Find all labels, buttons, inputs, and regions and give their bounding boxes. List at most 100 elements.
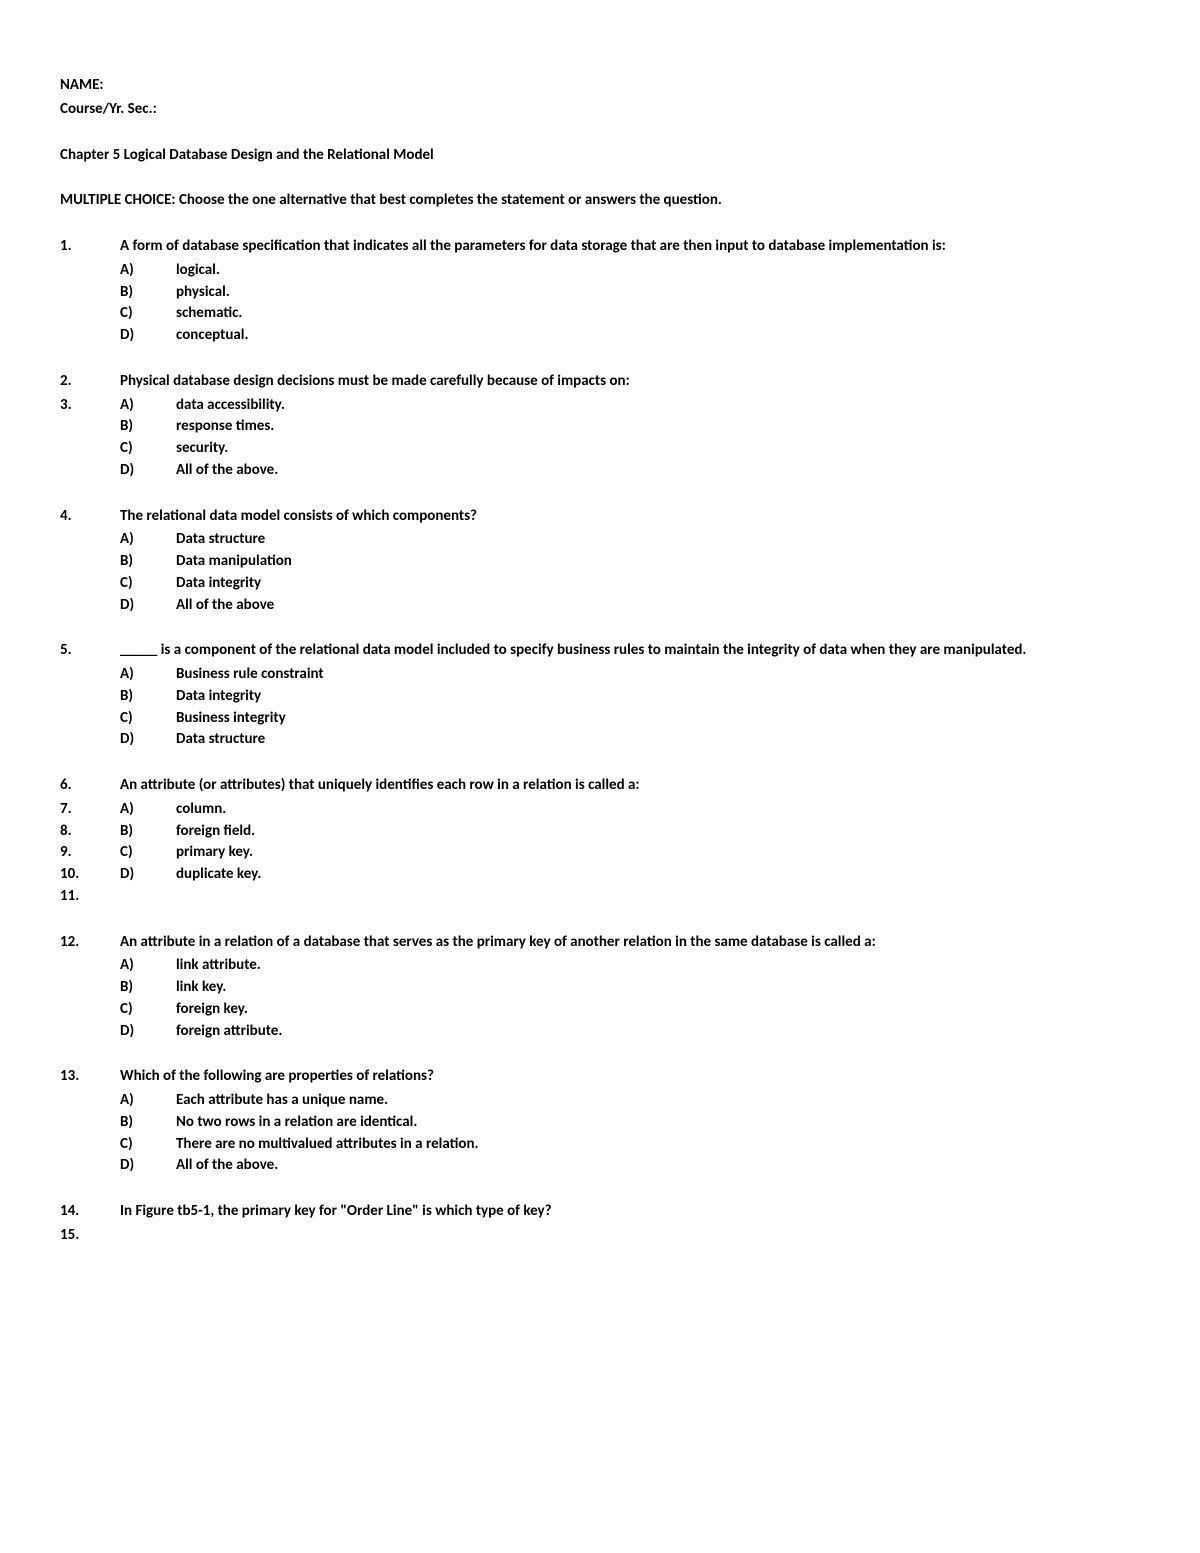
option-text: link key. [176, 977, 1140, 999]
option-text: All of the above. [176, 460, 1140, 482]
option-text: Business integrity [176, 708, 1140, 730]
option-row: C)Business integrity [120, 708, 1140, 730]
option-letter: D) [120, 595, 176, 617]
option-letter: D) [120, 729, 176, 751]
option-row: 7.A)column. [120, 799, 1140, 821]
option-letter: A) [120, 395, 176, 417]
option-row: 9.C)primary key. [120, 842, 1140, 864]
option-text: No two rows in a relation are identical. [176, 1112, 1140, 1134]
question-content: A form of database specification that in… [120, 236, 1140, 347]
option-side-number [60, 573, 120, 595]
question-text: An attribute (or attributes) that unique… [120, 775, 1140, 797]
option-row: 3.A)data accessibility. [120, 395, 1140, 417]
option-text: There are no multivalued attributes in a… [176, 1134, 1140, 1156]
option-text: duplicate key. [176, 864, 1140, 886]
option-row: C)There are no multivalued attributes in… [120, 1134, 1140, 1156]
option-row: C)security. [120, 438, 1140, 460]
option-text: column. [176, 799, 1140, 821]
option-row: B)No two rows in a relation are identica… [120, 1112, 1140, 1134]
question-content: _____ is a component of the relational d… [120, 640, 1140, 751]
option-row: C)Data integrity [120, 573, 1140, 595]
option-letter: D) [120, 1155, 176, 1177]
option-text: link attribute. [176, 955, 1140, 977]
option-letter: B) [120, 551, 176, 573]
question-content: Physical database design decisions must … [120, 371, 1140, 482]
option-side-number [60, 1090, 120, 1112]
option-text: Data manipulation [176, 551, 1140, 573]
option-text: schematic. [176, 303, 1140, 325]
course-label: Course/Yr. Sec.: [60, 99, 1140, 121]
option-letter: A) [120, 260, 176, 282]
option-row: B)link key. [120, 977, 1140, 999]
trailing-number-row: 15. [120, 1225, 1140, 1247]
question-block: 2.Physical database design decisions mus… [60, 371, 1140, 482]
option-letter: B) [120, 977, 176, 999]
option-text: physical. [176, 282, 1140, 304]
option-letter: B) [120, 282, 176, 304]
option-text: Business rule constraint [176, 664, 1140, 686]
option-side-number [60, 708, 120, 730]
option-text: Data integrity [176, 573, 1140, 595]
chapter-title: Chapter 5 Logical Database Design and th… [60, 145, 1140, 167]
question-block: 4.The relational data model consists of … [60, 506, 1140, 617]
option-side-number [60, 551, 120, 573]
question-content: An attribute (or attributes) that unique… [120, 775, 1140, 908]
option-text: foreign key. [176, 999, 1140, 1021]
option-side-number [60, 686, 120, 708]
option-letter: C) [120, 573, 176, 595]
option-letter: C) [120, 999, 176, 1021]
question-block: 13.Which of the following are properties… [60, 1066, 1140, 1177]
option-letter: D) [120, 1021, 176, 1043]
question-text: In Figure tb5-1, the primary key for "Or… [120, 1201, 1140, 1223]
option-row: D)conceptual. [120, 325, 1140, 347]
option-letter: D) [120, 325, 176, 347]
option-text: All of the above. [176, 1155, 1140, 1177]
question-content: Which of the following are properties of… [120, 1066, 1140, 1177]
question-text: The relational data model consists of wh… [120, 506, 1140, 528]
option-letter: A) [120, 664, 176, 686]
option-side-number [60, 729, 120, 751]
option-side-number [60, 1021, 120, 1043]
option-side-number: 8. [60, 821, 120, 843]
option-letter: A) [120, 799, 176, 821]
option-side-number [60, 999, 120, 1021]
question-content: The relational data model consists of wh… [120, 506, 1140, 617]
option-row: A)Business rule constraint [120, 664, 1140, 686]
option-text: Each attribute has a unique name. [176, 1090, 1140, 1112]
question-content: An attribute in a relation of a database… [120, 932, 1140, 1043]
option-row: D)foreign attribute. [120, 1021, 1140, 1043]
option-row: D)All of the above [120, 595, 1140, 617]
question-block: 1.A form of database specification that … [60, 236, 1140, 347]
option-row: B)Data integrity [120, 686, 1140, 708]
option-side-number [60, 438, 120, 460]
option-row: D)All of the above. [120, 460, 1140, 482]
question-text: An attribute in a relation of a database… [120, 932, 1140, 954]
question-text: A form of database specification that in… [120, 236, 1140, 258]
option-text: response times. [176, 416, 1140, 438]
option-row: B)physical. [120, 282, 1140, 304]
option-row: 10.D)duplicate key. [120, 864, 1140, 886]
option-row: D)Data structure [120, 729, 1140, 751]
option-side-number: 7. [60, 799, 120, 821]
option-row: B)Data manipulation [120, 551, 1140, 573]
option-row: C)schematic. [120, 303, 1140, 325]
option-text: conceptual. [176, 325, 1140, 347]
option-side-number [60, 460, 120, 482]
option-text: Data structure [176, 529, 1140, 551]
question-block: 5._____ is a component of the relational… [60, 640, 1140, 751]
option-letter: D) [120, 864, 176, 886]
option-side-number [60, 260, 120, 282]
option-letter: B) [120, 821, 176, 843]
option-text: security. [176, 438, 1140, 460]
option-side-number [60, 977, 120, 999]
option-letter: A) [120, 955, 176, 977]
questions-container: 1.A form of database specification that … [60, 236, 1140, 1247]
option-text: Data structure [176, 729, 1140, 751]
option-side-number [60, 1134, 120, 1156]
name-label: NAME: [60, 75, 1140, 97]
option-side-number [60, 664, 120, 686]
option-text: foreign field. [176, 821, 1140, 843]
option-side-number [60, 955, 120, 977]
trailing-number-row: 11. [120, 886, 1140, 908]
option-row: A)Each attribute has a unique name. [120, 1090, 1140, 1112]
